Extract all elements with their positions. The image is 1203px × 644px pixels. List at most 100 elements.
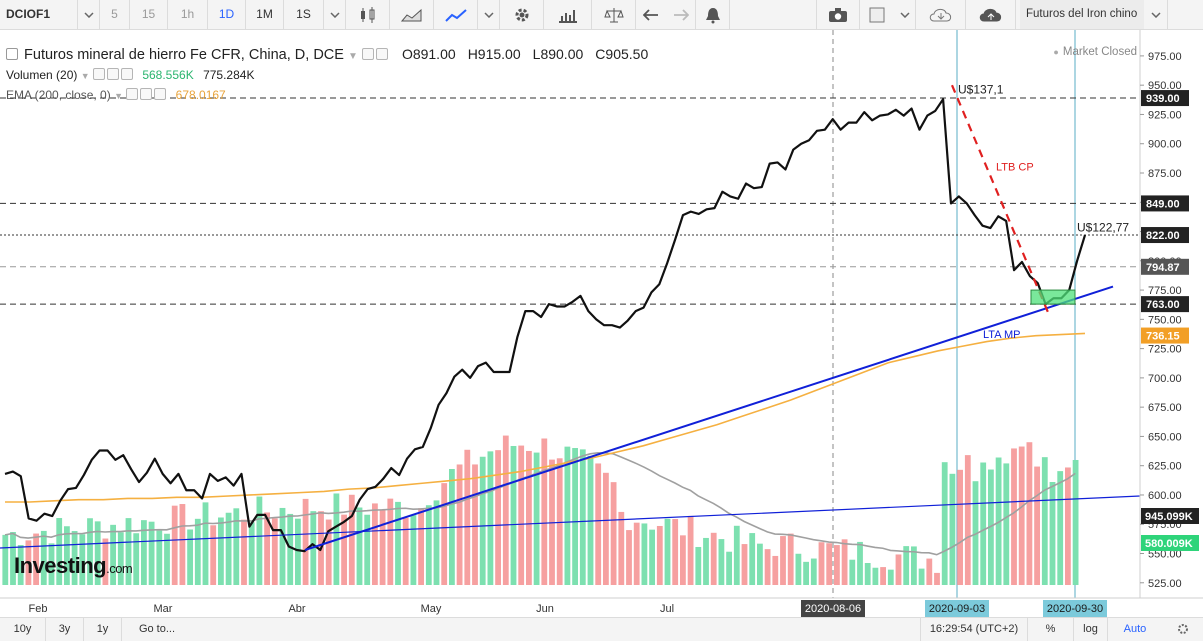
price-badge-label: 939.00 bbox=[1146, 93, 1180, 105]
volume-bar bbox=[841, 539, 848, 585]
interval-5[interactable]: 5 bbox=[100, 0, 130, 29]
volume-bar bbox=[2, 534, 9, 585]
goto-button[interactable]: Go to... bbox=[138, 623, 176, 635]
interval-1h[interactable]: 1h bbox=[168, 0, 208, 29]
snapshot-button[interactable] bbox=[816, 0, 860, 29]
eye-icon[interactable] bbox=[361, 48, 374, 60]
time-label: 2020-08-06 bbox=[805, 603, 861, 615]
volume-bar bbox=[64, 526, 70, 585]
volume-bar bbox=[541, 438, 548, 585]
volume-bar bbox=[164, 533, 170, 585]
logo-text: Investing bbox=[14, 553, 107, 578]
color-dropdown-button[interactable] bbox=[894, 0, 916, 29]
load-layout-button[interactable] bbox=[916, 0, 966, 29]
volume-bar bbox=[1026, 442, 1033, 585]
line-chart-button[interactable] bbox=[434, 0, 478, 29]
indicators-button[interactable] bbox=[544, 0, 592, 29]
toolbar: DCIOF1 5 15 1h 1D 1M 1S bbox=[0, 0, 1203, 30]
volume-bar bbox=[1072, 459, 1079, 585]
price-badge bbox=[1141, 90, 1189, 107]
range-1y[interactable]: 1y bbox=[84, 618, 122, 641]
volume-bar bbox=[1034, 466, 1040, 585]
volume-bar bbox=[248, 522, 255, 585]
volume-bar bbox=[572, 448, 578, 585]
redo-icon bbox=[673, 8, 689, 21]
close-icon[interactable] bbox=[120, 68, 133, 80]
chevron-down-icon bbox=[899, 11, 910, 18]
chevron-down-icon[interactable]: ▼ bbox=[347, 51, 358, 62]
instrument-search-value: Futuros del Iron chino bbox=[1026, 8, 1138, 20]
symbol-dropdown-button[interactable] bbox=[78, 0, 100, 29]
gear-icon[interactable] bbox=[106, 68, 119, 80]
volume-bar bbox=[710, 532, 717, 585]
log-toggle[interactable]: log bbox=[1074, 618, 1108, 641]
interval-15[interactable]: 15 bbox=[130, 0, 168, 29]
volume-bar bbox=[48, 543, 55, 585]
price-line bbox=[4, 98, 1087, 553]
volume-bar bbox=[849, 559, 856, 585]
settings-button[interactable] bbox=[500, 0, 544, 29]
volume-bar bbox=[241, 519, 247, 585]
volume-bar bbox=[603, 472, 609, 585]
close-icon[interactable] bbox=[154, 88, 167, 100]
alert-button[interactable] bbox=[696, 0, 730, 29]
logo-suffix: .com bbox=[106, 561, 133, 576]
eye-icon[interactable] bbox=[126, 88, 139, 100]
y-tick-label: 875.00 bbox=[1148, 168, 1182, 180]
volume-bar bbox=[787, 533, 794, 585]
volume-bar bbox=[17, 545, 24, 585]
line-chart-icon bbox=[444, 8, 467, 22]
volume-bar bbox=[826, 543, 833, 585]
chevron-down-icon[interactable]: ▼ bbox=[114, 91, 123, 101]
price-chart[interactable]: U$137,1 LTB CP U$122,77 LTA MP 975.00 950.00… bbox=[0, 30, 1203, 617]
scale-settings-button[interactable] bbox=[1162, 618, 1203, 641]
volume-bar bbox=[372, 503, 378, 585]
area-chart-button[interactable] bbox=[390, 0, 434, 29]
y-tick-label: 550.00 bbox=[1148, 549, 1182, 561]
volume-bar bbox=[364, 514, 371, 585]
volume-bar bbox=[941, 462, 948, 585]
redo-button[interactable] bbox=[666, 0, 696, 29]
volume-bar bbox=[125, 518, 132, 585]
interval-1m[interactable]: 1M bbox=[246, 0, 284, 29]
interval-1d[interactable]: 1D bbox=[208, 0, 246, 29]
eye-icon[interactable] bbox=[92, 68, 105, 80]
candles-button[interactable] bbox=[346, 0, 390, 29]
auto-toggle[interactable]: Auto bbox=[1123, 623, 1147, 635]
symbol-input[interactable]: DCIOF1 bbox=[0, 0, 78, 29]
candles-icon bbox=[360, 6, 374, 23]
interval-dropdown-button[interactable] bbox=[324, 0, 346, 29]
volume-bar bbox=[40, 530, 47, 585]
color-button[interactable] bbox=[860, 0, 894, 29]
collapse-icon[interactable] bbox=[6, 48, 18, 60]
range-3y[interactable]: 3y bbox=[46, 618, 84, 641]
volume-bar bbox=[741, 544, 748, 585]
chart-type-dropdown-button[interactable] bbox=[478, 0, 500, 29]
time-label: 2020-09-30 bbox=[1047, 603, 1103, 615]
volume-bar bbox=[757, 543, 763, 585]
y-tick-label: 625.00 bbox=[1148, 461, 1182, 473]
volume-bar bbox=[479, 456, 486, 585]
cloud-download-icon bbox=[929, 8, 951, 21]
range-10y[interactable]: 10y bbox=[0, 618, 46, 641]
y-tick-label: 675.00 bbox=[1148, 402, 1182, 414]
gear-icon[interactable] bbox=[375, 48, 388, 60]
volume-bar bbox=[918, 568, 925, 585]
y-axis-background bbox=[1140, 30, 1203, 598]
volume-value-2: 775.284K bbox=[203, 68, 255, 82]
undo-button[interactable] bbox=[636, 0, 666, 29]
support-highlight-box bbox=[1030, 289, 1076, 305]
chevron-down-icon[interactable]: ▼ bbox=[80, 71, 90, 81]
volume-trendline bbox=[0, 495, 1141, 549]
interval-1s[interactable]: 1S bbox=[284, 0, 324, 29]
compare-button[interactable] bbox=[592, 0, 636, 29]
gear-icon[interactable] bbox=[140, 88, 153, 100]
save-layout-button[interactable] bbox=[966, 0, 1016, 29]
x-tick-label: Abr bbox=[288, 603, 305, 615]
y-tick-label: 750.00 bbox=[1148, 314, 1182, 326]
area-chart-icon bbox=[400, 8, 421, 21]
instrument-search-input[interactable]: Futuros del Iron chino bbox=[1020, 0, 1144, 29]
percent-toggle[interactable]: % bbox=[1028, 618, 1074, 641]
instrument-search-dropdown[interactable] bbox=[1144, 0, 1168, 29]
volume-bar bbox=[864, 563, 871, 585]
